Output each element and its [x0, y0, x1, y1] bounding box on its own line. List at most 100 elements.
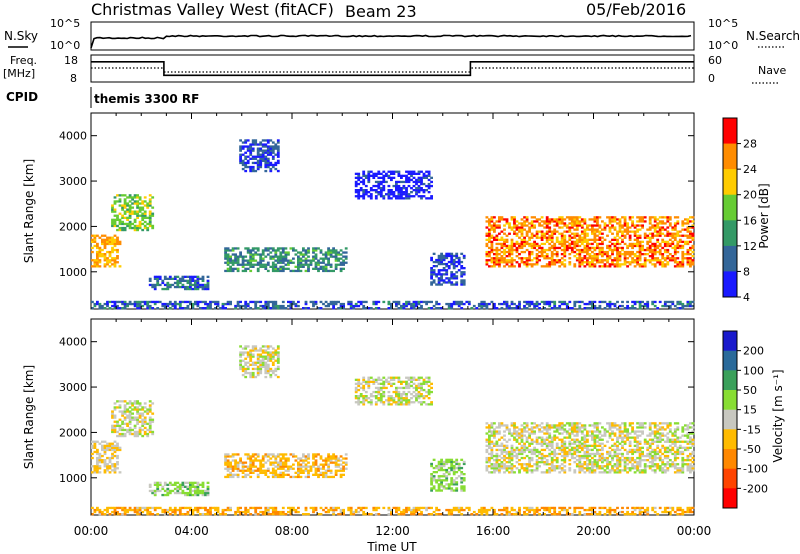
power-cell [613, 228, 617, 231]
power-cell [555, 255, 559, 258]
power-cell [550, 307, 554, 310]
power-cell [641, 300, 644, 304]
power-cell [631, 253, 634, 256]
velocity-cell [319, 473, 323, 476]
velocity-cell [121, 420, 124, 423]
velocity-cell [246, 371, 250, 375]
power-cell [297, 304, 300, 308]
velocity-cell [452, 468, 456, 472]
power-cell [518, 253, 521, 256]
velocity-cell [259, 469, 263, 472]
velocity-cell [334, 473, 338, 476]
velocity-cell [488, 436, 491, 439]
power-cell [447, 281, 451, 284]
power-cell [189, 287, 192, 291]
power-cell [171, 302, 175, 306]
power-cell [276, 247, 280, 250]
velocity-cell [163, 481, 167, 484]
power-cell [623, 255, 627, 258]
velocity-cell [317, 469, 320, 472]
power-cell [538, 224, 541, 227]
power-cell [113, 218, 117, 221]
power-cell [359, 176, 363, 179]
power-cell [196, 285, 200, 289]
power-cell [437, 277, 441, 280]
power-cell [689, 246, 692, 250]
power-cell [613, 220, 617, 223]
velocity-cell [560, 438, 564, 441]
velocity-cell [580, 430, 584, 433]
power-cell [678, 240, 682, 243]
velocity-cell [400, 403, 403, 406]
velocity-cell [299, 459, 303, 462]
velocity-cell [545, 446, 549, 449]
velocity-cell [264, 453, 268, 456]
velocity-cell [400, 395, 403, 398]
velocity-cell [96, 452, 99, 456]
power-cell [266, 249, 270, 252]
velocity-cell [402, 399, 406, 402]
power-cell [138, 307, 142, 310]
power-cell [586, 248, 589, 252]
power-cell [648, 218, 652, 221]
power-cell [661, 238, 665, 241]
velocity-cell [261, 361, 265, 364]
power-cell [382, 189, 386, 192]
velocity-cell [498, 430, 501, 433]
power-cell [239, 251, 242, 254]
velocity-cell [93, 465, 97, 468]
power-cell [302, 259, 305, 262]
power-cell [508, 244, 511, 248]
power-cell [575, 220, 579, 223]
power-cell [354, 189, 358, 192]
power-cell [254, 169, 258, 173]
velocity-cell [462, 489, 466, 492]
velocity-cell [334, 471, 338, 474]
velocity-cell [281, 457, 285, 460]
power-cell [643, 220, 647, 223]
power-cell [616, 240, 619, 243]
power-cell [181, 285, 185, 289]
velocity-cell [136, 416, 139, 419]
power-cell [631, 250, 634, 254]
velocity-cell [178, 491, 182, 495]
power-cell [611, 224, 614, 227]
velocity-cell [224, 459, 227, 462]
power-cell [126, 202, 129, 205]
power-cell [606, 261, 609, 264]
velocity-cell [437, 466, 441, 470]
velocity-cell [505, 465, 509, 468]
power-cell [131, 212, 134, 215]
power-cell [322, 267, 325, 270]
power-cell [138, 226, 142, 230]
velocity-cell [550, 426, 554, 429]
power-cell [621, 248, 624, 252]
velocity-cell [430, 386, 433, 390]
power-cell [420, 178, 423, 182]
power-cell [641, 265, 644, 268]
power-cell [181, 307, 185, 310]
power-cell [324, 265, 328, 268]
power-cell [377, 182, 381, 186]
power-cell [392, 176, 396, 179]
velocity-cell [518, 448, 521, 452]
power-cell [505, 244, 509, 248]
power-cell [490, 259, 494, 262]
velocity-cell [568, 444, 572, 447]
power-cell [638, 242, 642, 246]
velocity-cell [493, 444, 496, 447]
velocity-cell [523, 467, 526, 470]
power-cell [520, 257, 524, 260]
power-cell [314, 253, 318, 256]
velocity-cell [555, 428, 559, 431]
velocity-cell [382, 384, 386, 388]
velocity-cell [565, 446, 569, 449]
power-cell [116, 236, 119, 239]
power-cell [281, 307, 285, 310]
power-cell [322, 269, 325, 273]
velocity-cell [505, 456, 509, 460]
power-cell [121, 216, 124, 219]
velocity-cell [266, 365, 270, 368]
power-cell [236, 304, 240, 308]
velocity-cell [528, 444, 531, 447]
